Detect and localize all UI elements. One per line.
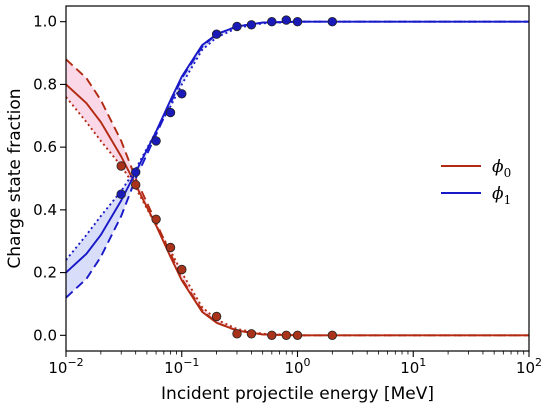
data-point-1-9	[281, 15, 292, 25]
y-tick-label-0: 0.0	[33, 326, 57, 344]
data-point-1-4	[177, 89, 187, 99]
data-point-1-3	[165, 107, 176, 118]
axis-ticks: 10−2 10−1 100 101 102 0.0 0.2 0.4 0.6 0.8 1.0	[33, 13, 542, 377]
series-line-1	[66, 58, 529, 337]
data-point-1-5	[211, 29, 222, 39]
data-point-1-6	[232, 21, 242, 32]
x-tick-label-2: 100	[284, 356, 310, 377]
x-tick-label-4: 102	[516, 356, 542, 377]
y-tick-label-3: 0.6	[33, 138, 57, 156]
data-point-1-2	[151, 136, 161, 146]
data-point-0-8	[267, 330, 277, 341]
shaded-bands	[66, 21, 529, 336]
series-line-3	[66, 20, 529, 274]
data-point-0-6	[232, 329, 242, 339]
x-axis-title: Incident projectile energy [MeV]	[161, 384, 434, 404]
data-points	[116, 15, 338, 341]
data-point-0-0	[116, 161, 126, 171]
data-point-0-1	[130, 180, 141, 190]
data-point-0-4	[177, 264, 187, 275]
data-point-1-8	[267, 17, 277, 27]
band-0	[66, 59, 529, 336]
y-tick-label-4: 0.8	[33, 75, 57, 93]
curve-lines	[66, 20, 529, 337]
data-point-1-10	[292, 17, 303, 27]
data-point-0-2	[151, 214, 161, 225]
data-point-1-0	[116, 189, 126, 199]
y-tick-label-1: 0.2	[33, 264, 57, 282]
data-point-0-10	[292, 330, 303, 341]
data-point-1-1	[130, 167, 141, 177]
x-tick-label-1: 10−1	[164, 356, 199, 377]
data-point-0-3	[165, 242, 176, 253]
x-tick-label-0: 10−2	[48, 356, 83, 377]
y-axis-title: Charge state fraction	[5, 88, 25, 268]
series-line-0	[66, 83, 529, 337]
legend-label-1: ϕ1	[492, 184, 511, 207]
series-line-2	[66, 96, 529, 337]
data-point-0-5	[211, 311, 222, 322]
series-line-4	[66, 20, 529, 299]
data-point-0-11	[327, 330, 338, 341]
data-point-1-11	[327, 17, 338, 27]
data-point-0-9	[281, 330, 292, 341]
y-tick-label-5: 1.0	[33, 13, 57, 31]
x-tick-label-3: 101	[400, 356, 426, 377]
series-line-5	[66, 20, 529, 261]
data-point-0-7	[246, 329, 257, 339]
legend-label-0: ϕ0	[492, 157, 511, 180]
data-point-1-7	[246, 20, 257, 30]
band-1	[66, 21, 529, 298]
y-tick-label-2: 0.4	[33, 201, 57, 219]
